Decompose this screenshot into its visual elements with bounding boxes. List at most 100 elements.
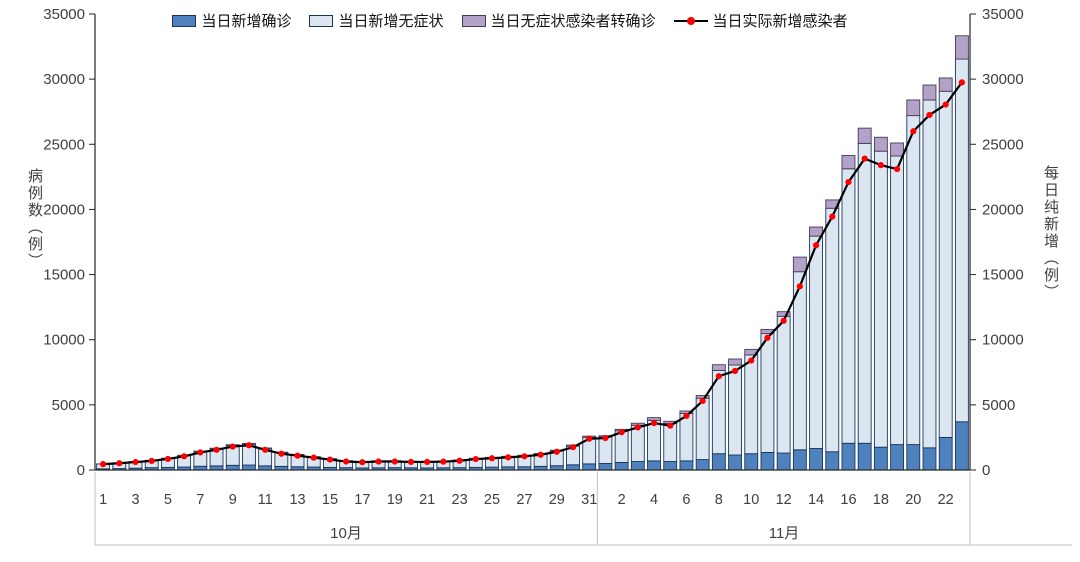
bar-confirmed — [825, 451, 840, 471]
x-axis-day-labels: 1 3 5 7 9 11 13 15 17 19 21 23 25 27 29 31 2 4 6 8 10 12 14 16 1… — [99, 492, 954, 508]
line-marker-dot — [213, 446, 220, 453]
day-tick-label: 2 — [618, 492, 626, 508]
day-tick-label: 27 — [516, 492, 532, 508]
day-tick-label: 18 — [873, 492, 889, 508]
day-tick-label: 25 — [484, 492, 500, 508]
bar-confirmed — [614, 461, 629, 471]
line-marker-dot — [537, 451, 544, 458]
bars-layer — [96, 35, 969, 471]
legend-item-asymptomatic: 当日新增无症状 — [309, 10, 444, 31]
bar-asymptomatic — [890, 155, 905, 446]
line-marker-dot — [310, 454, 317, 461]
line-marker-dot — [100, 461, 107, 468]
line-marker-dot — [132, 458, 139, 466]
line-marker-dot — [343, 458, 350, 465]
line-markers — [100, 79, 965, 468]
line-marker-dot — [116, 460, 123, 467]
line-marker-dot — [796, 283, 803, 290]
line-marker-dot — [926, 111, 933, 119]
bar-confirmed — [630, 461, 645, 471]
bar-confirmed — [647, 460, 661, 471]
y-right-tick-label: 15000 — [982, 267, 1024, 284]
line-marker-dot — [505, 454, 512, 461]
legend-line-marker-icon — [673, 15, 708, 27]
line-marker-dot — [731, 367, 739, 375]
month-label-november: 11月 — [768, 525, 800, 542]
bar-converted — [809, 226, 823, 237]
bar-asymptomatic — [728, 364, 742, 456]
bar-confirmed — [711, 453, 726, 471]
line-marker-dot — [456, 457, 463, 464]
line-marker-dot — [845, 178, 852, 186]
line-marker-dot — [748, 357, 755, 364]
y-right-tick-label: 20000 — [982, 201, 1024, 218]
bar-confirmed — [809, 448, 823, 471]
chart-legend: 当日新增确诊 当日新增无症状 当日无症状感染者转确诊 当日实际新增感染者 — [0, 10, 1020, 31]
day-tick-label: 10 — [743, 492, 759, 508]
bar-converted — [922, 84, 937, 101]
line-marker-dot — [164, 455, 172, 463]
legend-swatch-asymptomatic-icon — [309, 14, 334, 27]
bar-confirmed — [938, 436, 953, 471]
line-marker-dot — [764, 334, 771, 341]
day-tick-label: 3 — [131, 492, 139, 508]
bar-asymptomatic — [922, 99, 937, 449]
day-tick-label: 1 — [99, 492, 107, 508]
line-marker-dot — [148, 457, 155, 464]
legend-item-confirmed: 当日新增确诊 — [172, 10, 291, 31]
y-left-tick-label: 10000 — [43, 332, 85, 349]
bar-asymptomatic — [873, 150, 888, 448]
day-tick-label: 7 — [196, 492, 204, 508]
bar-confirmed — [873, 446, 888, 471]
y-axis-ticks: 0 0 5000 5000 10000 10000 15000 15000 20000 20000… — [43, 6, 1023, 479]
line-marker-dot — [391, 458, 398, 465]
bar-confirmed — [857, 442, 872, 471]
line-marker-dot — [229, 443, 236, 450]
bar-asymptomatic — [954, 58, 969, 423]
day-tick-label: 6 — [682, 492, 690, 508]
line-marker-dot — [910, 128, 917, 135]
line-marker-dot — [245, 442, 253, 449]
line-marker-dot — [440, 458, 447, 465]
line-marker-dot — [942, 101, 949, 108]
bar-asymptomatic — [825, 207, 840, 453]
line-marker-dot — [586, 435, 593, 442]
legend-label-converted: 当日无症状感染者转确诊 — [490, 13, 656, 30]
bar-confirmed — [744, 453, 759, 471]
bar-converted — [890, 142, 905, 157]
line-marker-dot — [829, 213, 836, 220]
line-marker-dot — [699, 397, 706, 405]
day-tick-label: 31 — [581, 492, 597, 508]
line-marker-dot — [375, 458, 382, 465]
legend-swatch-confirmed-icon — [172, 14, 197, 27]
line-marker-dot — [488, 455, 496, 462]
bar-confirmed — [792, 449, 807, 471]
bar-confirmed — [728, 454, 742, 471]
day-tick-label: 9 — [229, 492, 237, 508]
bar-confirmed — [922, 447, 937, 471]
bar-asymptomatic — [614, 430, 629, 463]
bar-asymptomatic — [630, 424, 645, 462]
bar-confirmed — [760, 451, 775, 471]
bar-confirmed — [954, 421, 969, 471]
bar-asymptomatic — [663, 423, 678, 462]
line-marker-dot — [893, 165, 901, 173]
line-marker-dot — [650, 419, 658, 427]
bar-confirmed — [242, 464, 256, 471]
day-tick-label: 16 — [840, 492, 856, 508]
bar-asymptomatic — [809, 235, 823, 449]
line-marker-dot — [877, 162, 884, 169]
line-marker-dot — [618, 429, 625, 436]
y-left-tick-label: 35000 — [43, 6, 85, 23]
day-tick-label: 21 — [419, 492, 435, 508]
bar-converted — [728, 358, 742, 366]
day-tick-label: 11 — [258, 492, 273, 508]
y-right-tick-label: 0 — [982, 462, 990, 479]
bar-asymptomatic — [744, 354, 759, 455]
bar-converted — [906, 99, 921, 117]
line-marker-dot — [812, 242, 820, 249]
y-left-tick-label: 0 — [77, 462, 85, 479]
day-tick-label: 17 — [354, 492, 370, 508]
line-marker-dot — [602, 434, 609, 442]
